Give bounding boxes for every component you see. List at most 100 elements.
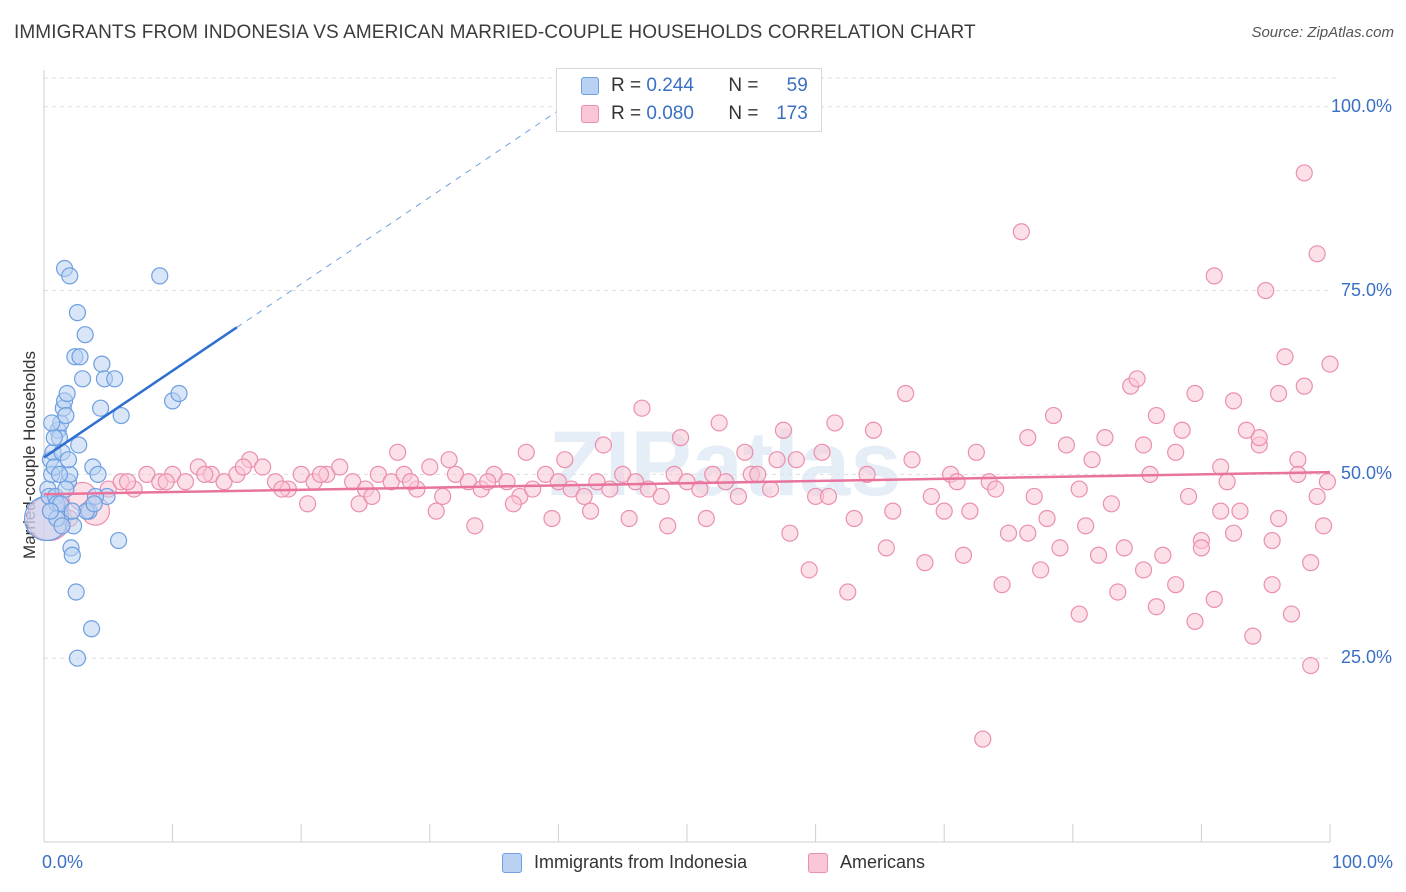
- data-point: [1186, 384, 1204, 403]
- data-point: [68, 649, 87, 667]
- data-point: [1070, 480, 1088, 498]
- data-point: [196, 465, 214, 483]
- data-point: [826, 414, 844, 432]
- data-point: [614, 465, 632, 483]
- data-point: [620, 509, 638, 528]
- data-point: [1205, 590, 1223, 608]
- data-point: [652, 487, 670, 506]
- data-point: [138, 465, 156, 483]
- data-point: [91, 399, 110, 417]
- data-point: [1179, 487, 1198, 506]
- y-tick-label: 25.0%: [1340, 647, 1392, 668]
- data-point: [1212, 458, 1230, 476]
- data-point: [434, 487, 452, 506]
- data-point: [58, 384, 76, 403]
- data-point: [1019, 524, 1037, 542]
- data-point: [761, 480, 780, 498]
- data-point: [954, 546, 973, 564]
- data-point: [897, 384, 915, 403]
- data-point: [626, 473, 645, 491]
- data-point: [1314, 517, 1333, 535]
- data-point: [1282, 605, 1301, 623]
- data-point: [109, 531, 128, 550]
- data-point: [50, 465, 69, 483]
- data-point: [299, 495, 317, 513]
- data-point: [691, 480, 709, 498]
- legend-item-indonesia[interactable]: Immigrants from Indonesia: [502, 852, 747, 873]
- data-point: [935, 502, 953, 520]
- data-point: [556, 451, 574, 469]
- data-point: [1115, 539, 1133, 557]
- data-point: [1224, 392, 1243, 410]
- data-point: [993, 576, 1011, 594]
- data-point: [1147, 598, 1165, 616]
- data-point: [749, 465, 767, 483]
- data-point: [1308, 245, 1326, 263]
- data-point: [524, 480, 542, 498]
- data-point: [43, 414, 61, 432]
- data-point: [440, 451, 458, 469]
- pink-swatch: [808, 852, 828, 873]
- data-point: [401, 473, 420, 491]
- data-point: [729, 487, 748, 506]
- data-point: [1269, 384, 1288, 403]
- data-point: [421, 458, 439, 476]
- data-point: [57, 406, 75, 425]
- y-tick-label: 50.0%: [1340, 463, 1392, 484]
- trend-extension-indonesia: [236, 110, 559, 328]
- data-point: [1044, 406, 1063, 425]
- data-point: [1077, 517, 1095, 535]
- data-point: [659, 517, 677, 535]
- indonesia-points: [23, 259, 188, 667]
- data-point: [389, 443, 407, 461]
- data-point: [736, 443, 754, 461]
- r-label: R =: [611, 75, 642, 96]
- legend-item-americans[interactable]: Americans: [808, 852, 925, 873]
- data-point: [68, 304, 87, 322]
- data-point: [382, 473, 400, 491]
- data-point: [1012, 223, 1030, 241]
- data-point: [1224, 524, 1243, 542]
- data-point: [53, 517, 71, 535]
- data-point: [215, 473, 233, 491]
- stats-row-blue: R = 0.244 N = 59: [581, 73, 808, 99]
- data-point: [61, 267, 79, 285]
- data-point: [575, 487, 593, 506]
- data-point: [1302, 656, 1320, 675]
- blue-swatch: [581, 77, 599, 95]
- source-label: Source: ZipAtlas.com: [1251, 24, 1394, 41]
- data-point: [63, 546, 81, 564]
- data-point: [1051, 539, 1069, 557]
- pink-swatch: [581, 105, 599, 123]
- data-point: [63, 502, 81, 520]
- data-point: [1289, 465, 1307, 483]
- data-point: [1212, 502, 1230, 520]
- data-point: [118, 473, 137, 491]
- data-point: [819, 487, 838, 506]
- data-point: [768, 451, 786, 469]
- data-point: [1295, 164, 1313, 182]
- data-point: [311, 465, 330, 483]
- data-point: [76, 326, 94, 344]
- legend-label: Immigrants from Indonesia: [534, 852, 748, 872]
- data-point: [504, 495, 522, 513]
- data-point: [93, 355, 111, 373]
- data-point: [678, 473, 696, 491]
- data-point: [987, 480, 1005, 498]
- data-point: [254, 458, 272, 476]
- data-point: [73, 370, 92, 388]
- data-point: [594, 436, 613, 454]
- data-point: [1192, 539, 1211, 557]
- data-point: [41, 502, 60, 520]
- data-point: [781, 524, 799, 542]
- stats-box: R = 0.244 N = 59 R = 0.080 N = 173: [556, 68, 822, 132]
- data-point: [1167, 576, 1185, 594]
- data-point: [845, 509, 863, 528]
- data-point: [350, 495, 368, 513]
- data-point: [1109, 583, 1127, 601]
- data-point: [864, 421, 883, 439]
- legend-label: Americans: [840, 852, 926, 872]
- data-point: [1308, 487, 1326, 506]
- stats-row-pink: R = 0.080 N = 173: [581, 101, 808, 127]
